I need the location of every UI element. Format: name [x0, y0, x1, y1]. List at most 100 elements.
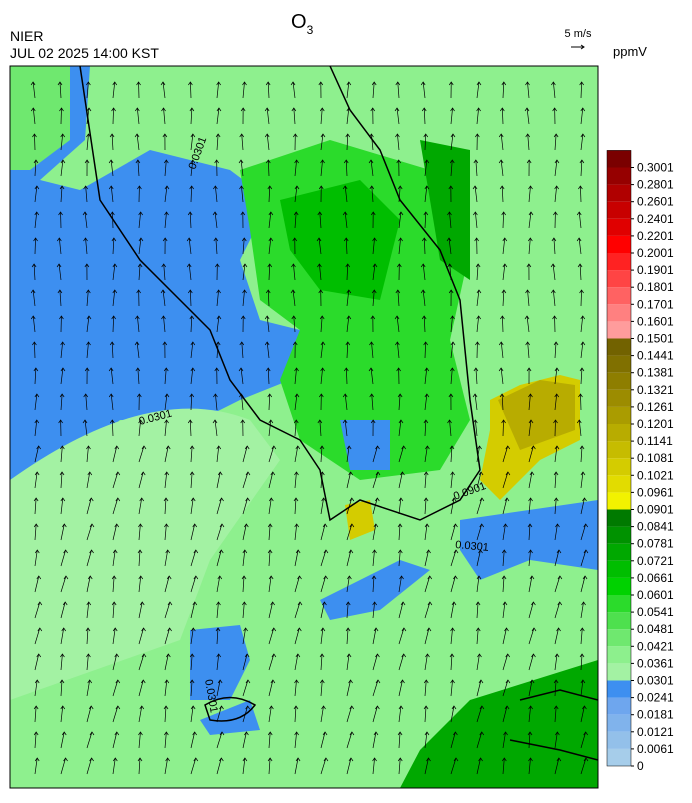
wind-arrow [346, 757, 354, 775]
colorbar-label: 0.2001 [637, 246, 674, 260]
wind-arrow [186, 237, 192, 255]
colorbar-bin [607, 167, 631, 185]
wind-arrow [342, 185, 348, 203]
wind-arrow [576, 237, 582, 255]
wind-arrow [86, 81, 91, 99]
wind-arrow [268, 653, 277, 671]
wind-arrow [475, 263, 481, 281]
colorbar-label: 0.0361 [637, 656, 674, 670]
wind-arrow [502, 601, 508, 619]
wind-arrow [398, 471, 405, 489]
colorbar-bin [607, 372, 631, 390]
wind-arrow [447, 263, 452, 281]
wind-arrow [371, 81, 377, 99]
wind-arrow [33, 367, 39, 385]
sea-region [10, 66, 300, 500]
wind-arrow [346, 653, 352, 671]
colorbar-label: 0.1081 [637, 451, 674, 465]
wind-arrow [398, 237, 403, 255]
wind-arrow [189, 315, 195, 333]
wind-arrow [342, 419, 348, 437]
wind-arrow [500, 315, 505, 333]
wind-arrow [59, 679, 65, 697]
wind-arrow [319, 445, 325, 463]
wind-arrow [372, 497, 380, 515]
wind-arrow [242, 757, 248, 775]
coastline [204, 696, 257, 722]
wind-arrow [86, 497, 94, 515]
wind-arrow [268, 445, 277, 463]
wind-arrow [268, 211, 274, 229]
wind-arrow [187, 419, 193, 437]
wind-arrow [476, 705, 485, 723]
wind-arrow [60, 653, 65, 671]
wind-arrow [190, 497, 196, 515]
wind-arrow [164, 419, 169, 437]
wind-arrow [397, 523, 403, 541]
wind-arrow [553, 679, 559, 697]
wind-arrow [242, 549, 248, 567]
coastline [79, 66, 481, 522]
wind-arrow [60, 159, 66, 177]
wind-arrow [473, 211, 478, 229]
wind-arrow [268, 419, 274, 437]
wind-arrow [553, 211, 558, 229]
wind-arrow [136, 289, 141, 307]
wind-arrow [86, 133, 91, 151]
wind-arrow [268, 471, 276, 489]
colorbar-label: 0 [637, 759, 644, 773]
wind-arrow [190, 731, 197, 749]
colorbar-bin [607, 680, 631, 698]
wind-arrow [83, 237, 88, 255]
colorbar-bin [607, 355, 631, 373]
wind-arrow [110, 419, 115, 437]
wind-arrow [424, 601, 433, 619]
wind-arrow [265, 81, 271, 99]
agency: NIER [10, 28, 43, 44]
wind-arrow [554, 185, 559, 203]
colorbar-label: 0.2401 [637, 212, 674, 226]
wind-arrow [60, 549, 68, 567]
wind-arrow [34, 445, 41, 463]
wind-arrow [424, 393, 430, 411]
wind-arrow [318, 81, 324, 99]
wind-arrow [138, 575, 144, 593]
wind-arrow [60, 341, 65, 359]
colorbar-bin [607, 406, 631, 424]
wind-arrow [450, 627, 455, 645]
wind-arrow [86, 445, 91, 463]
wind-arrow [32, 133, 37, 151]
wind-arrow [320, 549, 329, 567]
wind-arrow [398, 497, 404, 515]
colorbar-bin [607, 748, 631, 766]
map [10, 66, 598, 788]
wind-arrow [450, 341, 456, 359]
wind-arrow [525, 81, 530, 99]
wind-arrow [370, 419, 376, 437]
wind-arrow [138, 679, 146, 697]
wind-arrow [398, 211, 404, 229]
wind-arrow [294, 549, 301, 567]
wind-arrow [423, 679, 429, 697]
wind-arrow [112, 81, 118, 99]
wind-arrow [420, 263, 426, 281]
wind-arrow [138, 445, 147, 463]
wind-arrow [239, 133, 244, 151]
wind-arrow [317, 419, 323, 437]
wind-arrow [291, 263, 296, 281]
wind-arrow [135, 159, 141, 177]
wind-arrow [291, 107, 297, 125]
wind-arrow [109, 341, 115, 359]
wind-arrow [553, 133, 559, 151]
wind-arrow [346, 471, 353, 489]
wind-arrow [31, 263, 37, 281]
wind-arrow [216, 601, 221, 619]
wind-arrow [423, 341, 428, 359]
wind-arrow [576, 211, 582, 229]
colorbar-bin [607, 270, 631, 288]
colorbar-label: 0.1901 [637, 263, 674, 277]
wind-arrow [475, 341, 480, 359]
wind-arrow [267, 393, 273, 411]
wind-arrow [368, 159, 374, 177]
wind-arrow [498, 159, 504, 177]
